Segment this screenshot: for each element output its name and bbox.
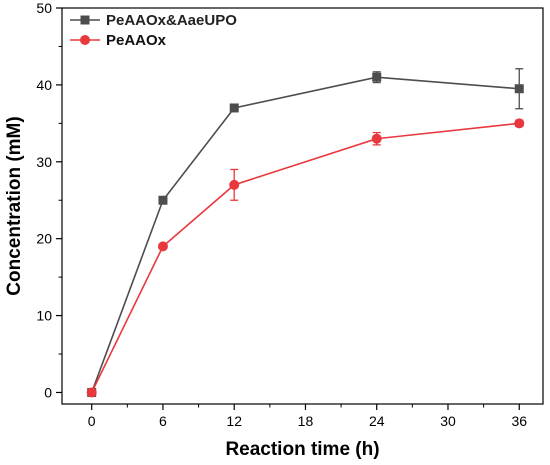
y-tick-label: 40 [36, 77, 52, 93]
data-point [514, 84, 524, 94]
x-tick-label: 0 [88, 413, 96, 429]
x-axis-title: Reaction time (h) [225, 439, 379, 460]
x-tick-label: 6 [159, 413, 167, 429]
series-line [90, 122, 520, 393]
data-point [229, 179, 240, 190]
legend: PeAAOx&AaeUPO PeAAOx [70, 12, 237, 49]
y-axis: 0 10 20 30 40 50 [36, 0, 62, 400]
x-tick-label: 30 [440, 413, 456, 429]
series-1 [87, 68, 524, 397]
data-point [514, 118, 525, 129]
data-point [157, 241, 168, 252]
data-point [158, 195, 168, 205]
x-axis: 0 6 12 18 24 30 36 [88, 404, 527, 429]
x-tick-label: 12 [226, 413, 242, 429]
y-tick-label: 30 [36, 154, 52, 170]
x-tick-label: 36 [511, 413, 527, 429]
data-point [372, 72, 382, 82]
data-point [229, 103, 239, 113]
series-line [90, 76, 520, 393]
y-tick-label: 0 [44, 384, 52, 400]
plot-frame [61, 7, 544, 405]
legend-label: PeAAOx&AaeUPO [106, 12, 237, 29]
x-tick-label: 24 [369, 413, 385, 429]
y-tick-label: 20 [36, 231, 52, 247]
y-axis-title: Concentration (mM) [4, 116, 25, 295]
legend-marker [80, 15, 90, 25]
legend-item: PeAAOx&AaeUPO [70, 12, 237, 29]
series-layer [86, 68, 525, 398]
x-tick-label: 18 [298, 413, 314, 429]
y-tick-label: 50 [36, 0, 52, 16]
plot-border [61, 7, 544, 405]
data-point [86, 387, 97, 398]
legend-label: PeAAOx [106, 32, 167, 49]
series-2 [86, 118, 525, 398]
y-tick-label: 10 [36, 308, 52, 324]
data-point [371, 133, 382, 144]
legend-marker [80, 35, 90, 45]
legend-item: PeAAOx [70, 32, 167, 49]
